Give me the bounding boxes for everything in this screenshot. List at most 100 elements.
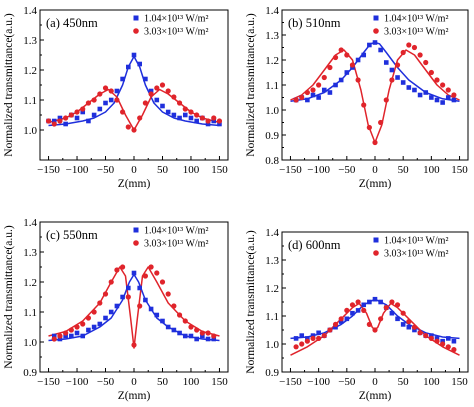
y-tick-label: 1.4 bbox=[23, 5, 37, 17]
data-point-circle bbox=[344, 307, 350, 313]
y-tick-label: 0.9 bbox=[265, 367, 279, 379]
data-point-circle bbox=[108, 279, 114, 285]
y-tick-label: 1.3 bbox=[265, 30, 279, 42]
data-point-square bbox=[69, 333, 74, 339]
data-point-circle bbox=[400, 49, 406, 56]
data-point-circle bbox=[316, 82, 322, 88]
x-tick-label: −150 bbox=[279, 376, 302, 388]
panel-label: (c) 550nm bbox=[46, 228, 98, 242]
y-tick-label: 1.0 bbox=[23, 337, 37, 349]
data-point-circle bbox=[355, 299, 361, 305]
data-point-square bbox=[165, 324, 171, 330]
data-point-square bbox=[395, 316, 400, 322]
x-tick-label: 50 bbox=[157, 164, 169, 176]
data-point-square bbox=[367, 42, 372, 48]
x-tick-label: −50 bbox=[338, 376, 356, 388]
data-point-circle bbox=[51, 121, 57, 127]
data-point-circle bbox=[378, 119, 384, 126]
legend-label: 3.03×10¹³ W/m² bbox=[384, 249, 448, 260]
data-point-circle bbox=[80, 321, 86, 327]
fit-line bbox=[48, 266, 220, 349]
data-point-circle bbox=[51, 336, 57, 342]
data-point-square bbox=[194, 118, 199, 124]
data-point-circle bbox=[199, 115, 205, 121]
data-point-circle bbox=[182, 318, 188, 324]
x-tick-label: 100 bbox=[423, 376, 440, 388]
data-point-square bbox=[108, 309, 114, 315]
data-point-square bbox=[148, 88, 154, 94]
data-point-square bbox=[395, 75, 400, 80]
data-point-square bbox=[126, 285, 131, 291]
data-point-circle bbox=[120, 264, 126, 270]
data-point-circle bbox=[176, 312, 183, 318]
x-axis-label: Z(mm) bbox=[359, 178, 392, 190]
data-point-circle bbox=[176, 100, 183, 106]
x-tick-label: −150 bbox=[279, 164, 302, 176]
data-point-square bbox=[165, 109, 171, 115]
data-point-circle bbox=[57, 118, 63, 124]
data-point-square bbox=[80, 109, 86, 115]
data-point-square bbox=[400, 322, 406, 327]
data-point-circle bbox=[114, 267, 120, 273]
data-point-circle bbox=[74, 324, 80, 330]
y-tick-label: 1.1 bbox=[265, 80, 279, 92]
data-point-square bbox=[333, 324, 338, 330]
data-point-circle bbox=[63, 330, 69, 336]
data-point-square bbox=[154, 97, 160, 103]
data-point-circle bbox=[304, 89, 310, 96]
data-point-circle bbox=[304, 338, 310, 344]
data-point-square bbox=[188, 115, 194, 121]
data-point-circle bbox=[451, 347, 457, 353]
data-point-square bbox=[177, 115, 182, 121]
data-point-circle bbox=[310, 87, 316, 93]
data-point-circle bbox=[125, 124, 131, 130]
legend-marker-circle bbox=[133, 28, 139, 34]
data-point-circle bbox=[310, 335, 316, 341]
data-point-circle bbox=[63, 115, 69, 121]
data-point-square bbox=[57, 336, 63, 342]
legend-marker-square bbox=[133, 15, 139, 21]
data-point-square bbox=[211, 336, 217, 342]
data-point-circle bbox=[327, 64, 333, 71]
data-point-circle bbox=[428, 335, 434, 341]
y-tick-label: 1.4 bbox=[265, 5, 279, 17]
data-point-square bbox=[63, 121, 68, 127]
data-point-square bbox=[114, 303, 120, 309]
data-point-square bbox=[440, 338, 445, 344]
y-axis-label: Normalized transmittance(a.u.) bbox=[3, 225, 15, 369]
data-point-circle bbox=[327, 327, 333, 333]
data-point-circle bbox=[293, 97, 299, 103]
y-tick-label: 1.2 bbox=[23, 277, 37, 289]
data-point-square bbox=[97, 321, 103, 327]
panel-label: (a) 450nm bbox=[46, 16, 98, 30]
data-point-square bbox=[344, 316, 350, 322]
data-point-circle bbox=[194, 112, 200, 118]
data-point-square bbox=[367, 299, 372, 305]
data-point-square bbox=[103, 315, 108, 321]
data-point-square bbox=[91, 112, 97, 118]
data-point-square bbox=[171, 112, 177, 118]
data-point-circle bbox=[344, 52, 350, 58]
data-point-circle bbox=[411, 324, 418, 330]
data-point-circle bbox=[97, 300, 103, 306]
data-point-square bbox=[51, 333, 57, 339]
chart-panel: −150 −100 −50 0 50 100 150 0.9 1.0 1.1 1.2 1.3 1.4 Z(… bbox=[3, 217, 229, 402]
data-point-square bbox=[177, 330, 182, 336]
data-point-square bbox=[429, 95, 434, 100]
x-tick-label: 0 bbox=[372, 164, 378, 176]
data-point-square bbox=[74, 115, 80, 121]
chart-panel: −150 −100 −50 0 50 100 150 0.9 1.0 1.1 1.2 1.3 1.4 Z(… bbox=[245, 227, 469, 402]
data-point-square bbox=[182, 112, 188, 118]
data-point-circle bbox=[188, 324, 194, 330]
data-point-circle bbox=[321, 333, 327, 339]
data-point-square bbox=[344, 70, 350, 75]
data-point-square bbox=[355, 57, 361, 63]
data-point-square bbox=[423, 90, 429, 95]
data-point-square bbox=[321, 87, 327, 93]
data-point-circle bbox=[372, 327, 378, 333]
data-point-square bbox=[338, 77, 344, 83]
data-point-circle bbox=[137, 115, 143, 121]
data-point-square bbox=[131, 52, 137, 58]
data-point-circle bbox=[205, 330, 211, 336]
data-point-square bbox=[86, 118, 91, 124]
